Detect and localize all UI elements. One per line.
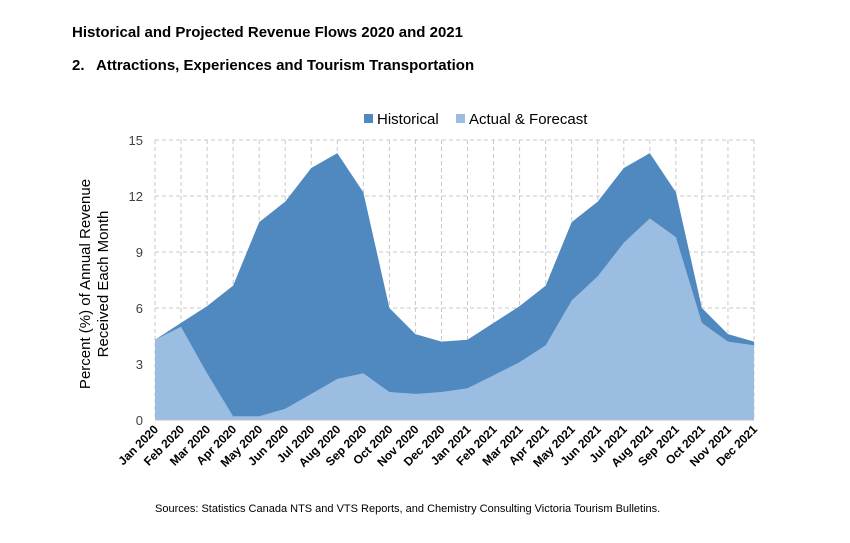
y-axis-label-line2: Received Each Month — [95, 211, 112, 358]
y-tick-label: 6 — [136, 301, 143, 316]
legend-item-actual-forecast: Actual & Forecast — [469, 111, 588, 128]
subtitle-text: Attractions, Experiences and Tourism Tra… — [96, 57, 475, 74]
legend-item-actual-forecast-swatch — [456, 114, 465, 123]
y-tick-label: 15 — [129, 133, 143, 148]
y-tick-label: 9 — [136, 245, 143, 260]
source-note: Sources: Statistics Canada NTS and VTS R… — [155, 503, 661, 515]
chart-title: Historical and Projected Revenue Flows 2… — [72, 24, 463, 41]
y-tick-label: 0 — [136, 413, 143, 428]
series-area-actual-forecast — [155, 218, 754, 420]
legend-item-historical: Historical — [377, 111, 439, 128]
legend: Historical Actual & Forecast — [364, 111, 588, 128]
y-tick-label: 3 — [136, 357, 143, 372]
area-layer — [155, 153, 754, 420]
y-tick-label: 12 — [129, 189, 143, 204]
chart-subtitle: 2. Attractions, Experiences and Tourism T… — [72, 57, 474, 74]
subtitle-number: 2. — [72, 57, 85, 74]
legend-item-historical-swatch — [364, 114, 373, 123]
y-axis-label: Percent (%) of Annual Revenue — [77, 179, 94, 389]
